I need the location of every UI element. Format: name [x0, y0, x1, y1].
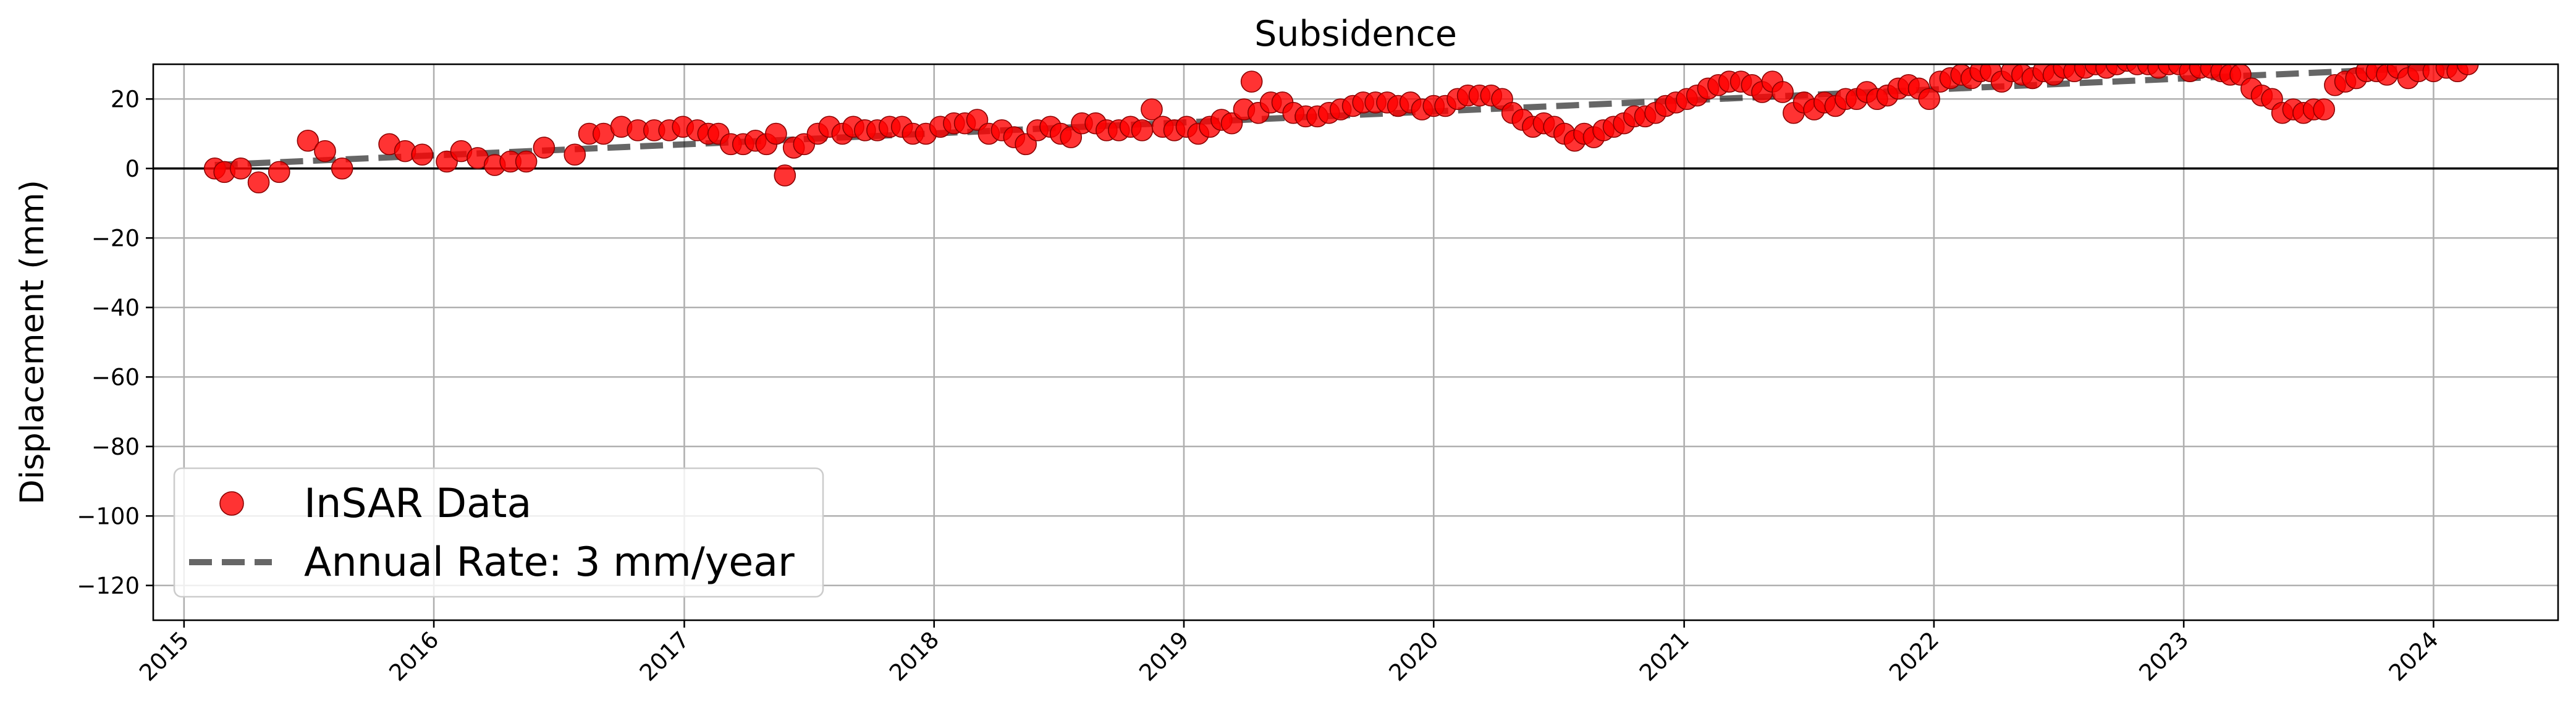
y-tick-label: 0	[125, 156, 140, 182]
x-tick-label: 2024	[2384, 626, 2444, 686]
x-tick-label: 2016	[384, 626, 444, 686]
data-point	[229, 157, 252, 180]
data-point	[268, 161, 290, 183]
x-tick-label: 2017	[635, 626, 695, 686]
data-point	[1772, 81, 1794, 103]
data-point	[774, 164, 796, 187]
data-point	[1131, 119, 1154, 141]
x-tick-label: 2020	[1384, 626, 1444, 686]
data-point	[1918, 88, 1940, 111]
data-point	[1240, 70, 1263, 93]
x-tick-label: 2022	[1884, 626, 1944, 686]
chart-title: Subsidence	[1254, 14, 1457, 54]
x-tick-label: 2023	[2134, 626, 2194, 686]
data-point	[765, 122, 787, 145]
insar-points	[203, 64, 2479, 194]
y-tick-label: −120	[77, 573, 140, 599]
data-point	[533, 137, 555, 159]
y-tick-label: 20	[111, 86, 140, 112]
data-point	[1141, 98, 1163, 120]
data-point	[2313, 98, 2336, 120]
data-point	[331, 157, 353, 180]
y-tick-label: −80	[91, 434, 140, 460]
data-point	[515, 150, 538, 173]
legend: InSAR Data Annual Rate: 3 mm/year	[173, 467, 824, 598]
y-tick-label: −40	[91, 295, 140, 321]
data-point	[2457, 64, 2479, 75]
y-tick-label: −100	[77, 503, 140, 529]
legend-marker-insar	[219, 491, 244, 516]
legend-label-trend: Annual Rate: 3 mm/year	[304, 539, 795, 586]
data-point	[314, 140, 336, 162]
y-axis-label: Displacement (mm)	[14, 180, 51, 505]
x-axis-ticks: 2015 2016 2017 2018 2019 2020 2021 2022 2023 2024	[134, 620, 2444, 686]
y-tick-label: −60	[91, 364, 140, 390]
data-point	[411, 143, 434, 166]
legend-label-insar: InSAR Data	[304, 481, 531, 527]
y-axis-ticks: −120 −100 −80 −60 −40 −20 0 20	[77, 86, 153, 599]
x-tick-label: 2021	[1634, 626, 1694, 686]
legend-box	[173, 467, 824, 598]
y-tick-label: −20	[91, 225, 140, 251]
data-point	[247, 171, 270, 194]
x-tick-label: 2015	[134, 626, 194, 686]
data-point	[564, 143, 586, 166]
x-tick-label: 2018	[884, 626, 944, 686]
data-point	[297, 129, 319, 152]
x-tick-label: 2019	[1134, 626, 1194, 686]
data-point	[1220, 112, 1243, 135]
axes-frame	[152, 63, 2559, 621]
